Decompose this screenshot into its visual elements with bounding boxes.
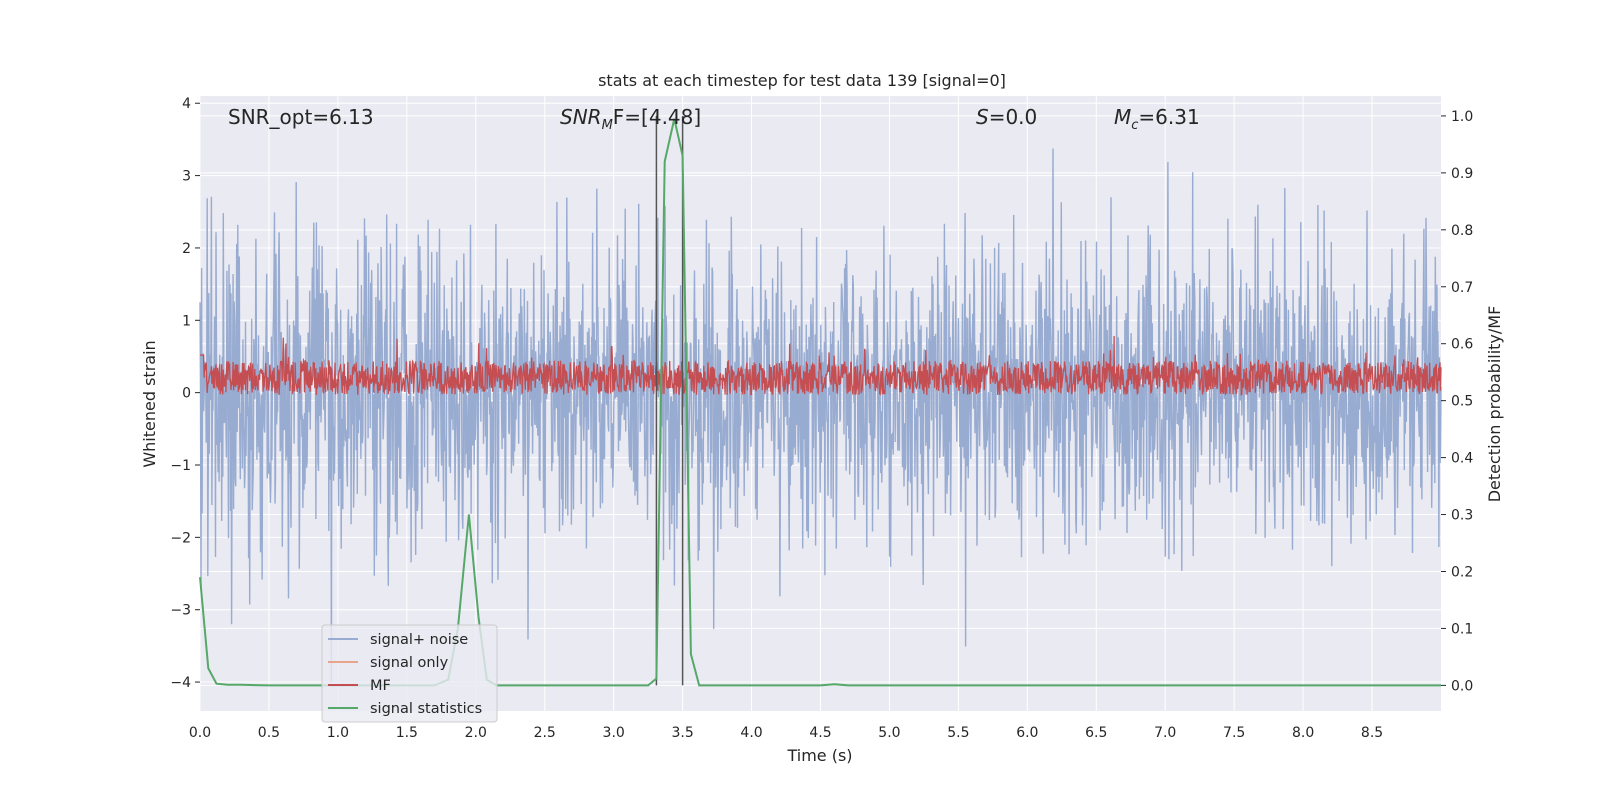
legend-label-stats: signal statistics <box>370 701 482 717</box>
annotation-snr-mf: SNRMF=[4.48] <box>560 105 701 133</box>
snr-mf-rest: F=[4.48] <box>613 105 701 129</box>
x-tick-label: 4.0 <box>740 725 762 741</box>
x-tick-label: 1.5 <box>396 725 418 741</box>
left-y-axis-ticks: 4 3 2 1 0 −1 −2 −3 −4 <box>170 96 200 691</box>
signal-statistics-line <box>199 118 1441 687</box>
x-tick-label: 6.5 <box>1085 725 1107 741</box>
s-main: S <box>976 105 989 129</box>
right-y-tick-label: 0.7 <box>1451 280 1473 296</box>
x-tick-label: 2.0 <box>465 725 487 741</box>
right-y-tick-label: 0.2 <box>1451 564 1473 580</box>
x-tick-label: 0.0 <box>189 725 211 741</box>
x-axis-ticks: 0.0 0.5 1.0 1.5 2.0 2.5 3.0 3.5 4.0 4.5 5.0 5.5 6.0 6… <box>189 725 1383 741</box>
left-y-tick-label: −1 <box>170 458 191 474</box>
annotation-s: S=0.0 <box>976 105 1037 129</box>
left-y-tick-label: 0 <box>182 386 191 402</box>
legend-label-signal-only: signal only <box>370 655 449 671</box>
snr-mf-main: SNR <box>560 105 602 129</box>
x-tick-label: 6.0 <box>1016 725 1038 741</box>
chart-title: stats at each timestep for test data 139… <box>598 71 1006 90</box>
left-y-tick-label: −2 <box>170 530 191 546</box>
x-tick-label: 8.0 <box>1292 725 1314 741</box>
mc-subscript: c <box>1131 118 1138 133</box>
left-y-tick-label: −3 <box>170 603 191 619</box>
x-tick-label: 4.5 <box>809 725 831 741</box>
right-y-tick-label: 0.1 <box>1451 621 1473 637</box>
right-y-tick-label: 0.8 <box>1451 223 1473 239</box>
right-y-axis-ticks: 1.0 0.9 0.8 0.7 0.6 0.5 0.4 0.3 0.2 0.1 0.0 <box>1441 109 1473 694</box>
x-tick-label: 0.5 <box>258 725 280 741</box>
legend-label-noise: signal+ noise <box>370 632 468 648</box>
s-rest: =0.0 <box>989 105 1038 129</box>
noise-line <box>199 148 1442 683</box>
x-tick-label: 3.0 <box>603 725 625 741</box>
mc-main: M <box>1114 105 1131 129</box>
left-y-tick-label: 1 <box>182 313 191 329</box>
x-tick-label: 5.0 <box>878 725 900 741</box>
right-y-tick-label: 0.9 <box>1451 166 1473 182</box>
annotation-snr-opt: SNR_opt=6.13 <box>228 105 374 129</box>
x-tick-label: 7.5 <box>1223 725 1245 741</box>
legend-label-mf: MF <box>370 678 391 694</box>
legend-box <box>321 624 498 723</box>
right-y-tick-label: 1.0 <box>1451 109 1473 125</box>
x-tick-label: 3.5 <box>671 725 693 741</box>
mf-line <box>200 335 1442 397</box>
series-mf <box>200 335 1442 397</box>
x-tick-label: 5.5 <box>947 725 969 741</box>
right-y-tick-label: 0.6 <box>1451 337 1473 353</box>
right-y-axis-label: Detection probability/MF <box>1485 306 1504 503</box>
x-axis-label: Time (s) <box>786 746 852 765</box>
x-tick-label: 2.5 <box>534 725 556 741</box>
x-tick-label: 7.0 <box>1154 725 1176 741</box>
snr-mf-subscript: M <box>602 118 613 133</box>
right-y-tick-label: 0.5 <box>1451 394 1473 410</box>
right-y-tick-label: 0.3 <box>1451 508 1473 524</box>
left-y-tick-label: 4 <box>182 96 191 112</box>
right-y-tick-label: 0.4 <box>1451 451 1473 467</box>
left-y-tick-label: −4 <box>170 675 191 691</box>
mc-rest: =6.31 <box>1138 105 1199 129</box>
series-signal-plus-noise <box>199 148 1442 683</box>
left-y-tick-label: 3 <box>182 169 191 185</box>
right-y-tick-label: 0.0 <box>1451 678 1473 694</box>
x-tick-label: 8.5 <box>1361 725 1383 741</box>
series-signal-statistics <box>199 118 1441 687</box>
legend: signal+ noise signal only MF signal stat… <box>321 624 498 723</box>
x-tick-label: 1.0 <box>327 725 349 741</box>
left-y-tick-label: 2 <box>182 241 191 257</box>
annotation-mc: Mc=6.31 <box>1114 105 1200 133</box>
left-y-axis-label: Whitened strain <box>140 340 159 467</box>
